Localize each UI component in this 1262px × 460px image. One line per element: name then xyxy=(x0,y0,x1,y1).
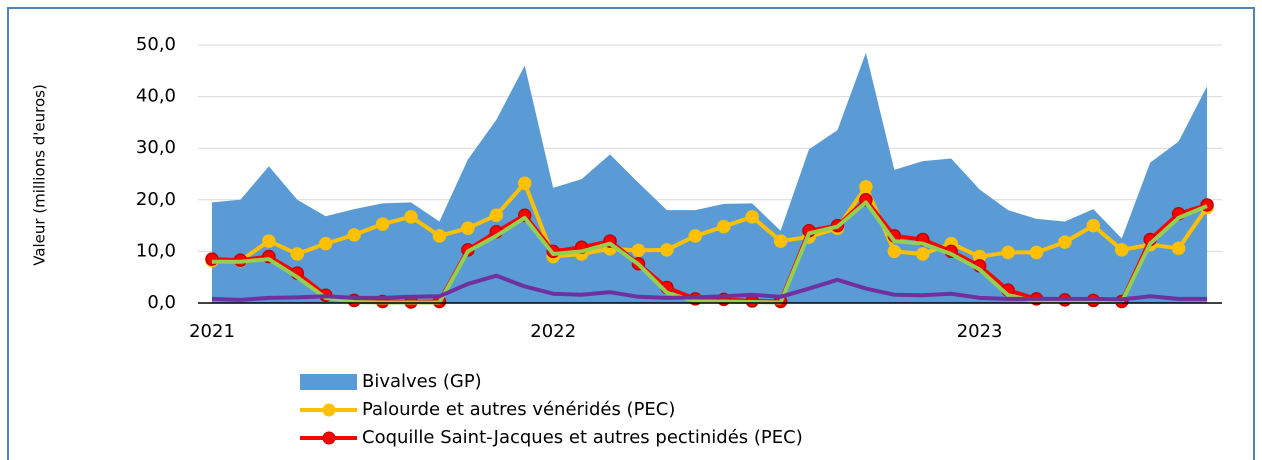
marker xyxy=(489,208,504,223)
marker xyxy=(745,210,759,224)
legend-label: Bivalves (GP) xyxy=(362,371,482,392)
marker xyxy=(404,210,418,224)
line xyxy=(211,273,1208,302)
marker xyxy=(262,234,276,248)
y-tick-label: 20,0 xyxy=(136,189,176,210)
legend-label: Palourde et autres vénéridés (PEC) xyxy=(362,399,675,420)
y-tick-label: 50,0 xyxy=(136,34,176,55)
marker xyxy=(1001,245,1015,260)
marker xyxy=(859,180,873,194)
marker xyxy=(660,243,674,257)
y-tick-label: 10,0 xyxy=(136,240,176,261)
marker xyxy=(887,244,902,259)
x-tick-label: 2021 xyxy=(189,321,235,342)
marker xyxy=(1171,241,1186,256)
marker xyxy=(916,247,930,261)
legend-marker xyxy=(322,431,336,445)
marker xyxy=(1115,243,1129,257)
legend-label: Coquille Saint-Jacques et autres pectini… xyxy=(362,427,803,448)
area xyxy=(212,52,1208,303)
marker xyxy=(290,247,305,261)
marker xyxy=(631,243,646,258)
x-tick-label: 2023 xyxy=(957,321,1003,342)
marker xyxy=(375,217,390,231)
x-tick-label: 2022 xyxy=(530,321,576,342)
marker xyxy=(1058,235,1072,249)
legend-marker xyxy=(322,403,336,417)
marker xyxy=(432,229,447,243)
marker xyxy=(347,228,361,242)
y-tick-label: 0,0 xyxy=(147,292,176,313)
marker xyxy=(318,236,333,251)
marker xyxy=(517,176,532,191)
y-axis-label: Valeur (millions d'euros) xyxy=(31,84,49,266)
y-tick-label: 40,0 xyxy=(136,86,176,107)
marker xyxy=(688,229,703,243)
legend-swatch xyxy=(300,374,357,390)
marker xyxy=(716,219,731,234)
marker xyxy=(1086,218,1101,233)
marker xyxy=(461,221,475,235)
frame xyxy=(7,7,1255,460)
marker xyxy=(773,234,788,248)
y-tick-label: 30,0 xyxy=(136,137,176,158)
marker xyxy=(1029,245,1044,260)
